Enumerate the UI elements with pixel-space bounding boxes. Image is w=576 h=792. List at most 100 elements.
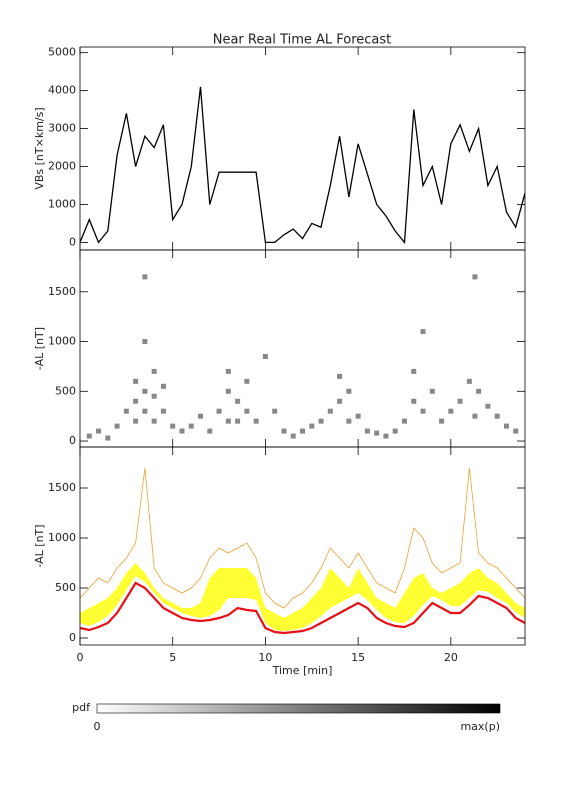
density-cell xyxy=(151,393,157,399)
x-tick-label: 0 xyxy=(77,651,84,664)
density-cell xyxy=(439,418,445,424)
axes-frame xyxy=(79,446,526,646)
density-cell xyxy=(160,408,166,414)
density-cell xyxy=(235,398,241,404)
density-cell xyxy=(216,408,222,414)
colorbar-max: max(p) xyxy=(460,720,500,733)
data-line xyxy=(80,86,525,245)
density-cell xyxy=(133,378,139,384)
density-cell xyxy=(364,428,370,434)
density-cell xyxy=(429,388,435,394)
x-axis-label: Time [min] xyxy=(272,664,333,677)
x-tick-label: 20 xyxy=(444,651,458,664)
density-cell xyxy=(448,408,454,414)
density-cell xyxy=(466,378,472,384)
plot-area xyxy=(80,86,525,245)
density-cell xyxy=(225,388,231,394)
y-axis-label: VBs [nT×km/s] xyxy=(33,107,46,189)
density-cell xyxy=(318,418,324,424)
density-cell xyxy=(472,413,478,419)
density-cell xyxy=(160,383,166,389)
density-cell xyxy=(225,418,231,424)
density-cell xyxy=(142,274,148,280)
density-cell xyxy=(503,423,509,429)
density-cell xyxy=(411,368,417,374)
density-cell xyxy=(309,423,315,429)
axes-frame xyxy=(79,249,526,448)
density-cell xyxy=(142,388,148,394)
density-cell xyxy=(179,428,185,434)
density-cell xyxy=(346,388,352,394)
y-tick-label: 1000 xyxy=(48,531,76,544)
axes-frame xyxy=(79,46,526,251)
density-cell xyxy=(96,428,102,434)
density-cell xyxy=(142,408,148,414)
density-cell xyxy=(513,428,519,434)
density-cell xyxy=(281,428,287,434)
x-tick-label: 10 xyxy=(258,651,272,664)
density-cell xyxy=(300,428,305,434)
band xyxy=(80,563,525,631)
density-cell xyxy=(383,433,389,439)
y-tick-label: 0 xyxy=(69,235,76,248)
density-cell xyxy=(114,423,120,429)
density-cell xyxy=(133,398,139,404)
y-tick-label: 4000 xyxy=(48,84,76,97)
density-cell xyxy=(337,373,343,379)
density-cell xyxy=(142,339,148,345)
density-cell xyxy=(476,388,482,394)
y-tick-label: 0 xyxy=(69,631,76,644)
density-cell xyxy=(207,428,213,434)
density-cell xyxy=(327,408,333,414)
density-cell xyxy=(244,408,250,414)
data-line xyxy=(80,581,525,635)
density-cell xyxy=(420,408,426,414)
density-cell xyxy=(86,433,92,439)
density-cell xyxy=(262,353,268,359)
x-tick-label: 5 xyxy=(169,651,176,664)
density-cell xyxy=(188,423,194,429)
density-cell xyxy=(123,408,129,414)
density-cell xyxy=(401,418,407,424)
y-tick-label: 3000 xyxy=(48,122,76,135)
x-tick-label: 15 xyxy=(351,651,365,664)
density-cell xyxy=(253,418,259,424)
colorbar-label: pdf xyxy=(72,701,91,714)
density-cell xyxy=(420,329,426,335)
y-tick-label: 1500 xyxy=(48,481,76,494)
y-tick-label: 500 xyxy=(55,384,76,397)
y-tick-label: 2000 xyxy=(48,160,76,173)
plot-area xyxy=(80,467,525,635)
plot-area xyxy=(86,274,519,441)
density-cell xyxy=(472,274,478,280)
density-cell xyxy=(485,403,491,409)
density-cell xyxy=(235,418,241,424)
data-line xyxy=(80,467,525,609)
y-tick-label: 1000 xyxy=(48,335,76,348)
density-cell xyxy=(151,418,157,424)
colorbar xyxy=(96,703,501,714)
density-cell xyxy=(133,418,139,424)
y-tick-label: 0 xyxy=(69,434,76,447)
y-axis-label: -AL [nT] xyxy=(33,524,46,567)
density-cell xyxy=(411,398,417,404)
y-tick-label: 1500 xyxy=(48,285,76,298)
chart-title: Near Real Time AL Forecast xyxy=(213,33,392,48)
density-cell xyxy=(105,435,111,441)
density-cell xyxy=(244,378,250,384)
density-cell xyxy=(290,433,296,439)
y-tick-label: 5000 xyxy=(48,46,76,59)
density-cell xyxy=(355,413,361,419)
density-cell xyxy=(494,413,500,419)
density-cell xyxy=(225,368,231,374)
y-tick-label: 500 xyxy=(55,581,76,594)
y-tick-label: 1000 xyxy=(48,197,76,210)
density-cell xyxy=(346,418,352,424)
density-cell xyxy=(170,423,176,429)
y-axis-label: -AL [nT] xyxy=(33,327,46,370)
density-cell xyxy=(272,408,278,414)
density-cell xyxy=(457,398,463,404)
density-cell xyxy=(337,398,343,404)
